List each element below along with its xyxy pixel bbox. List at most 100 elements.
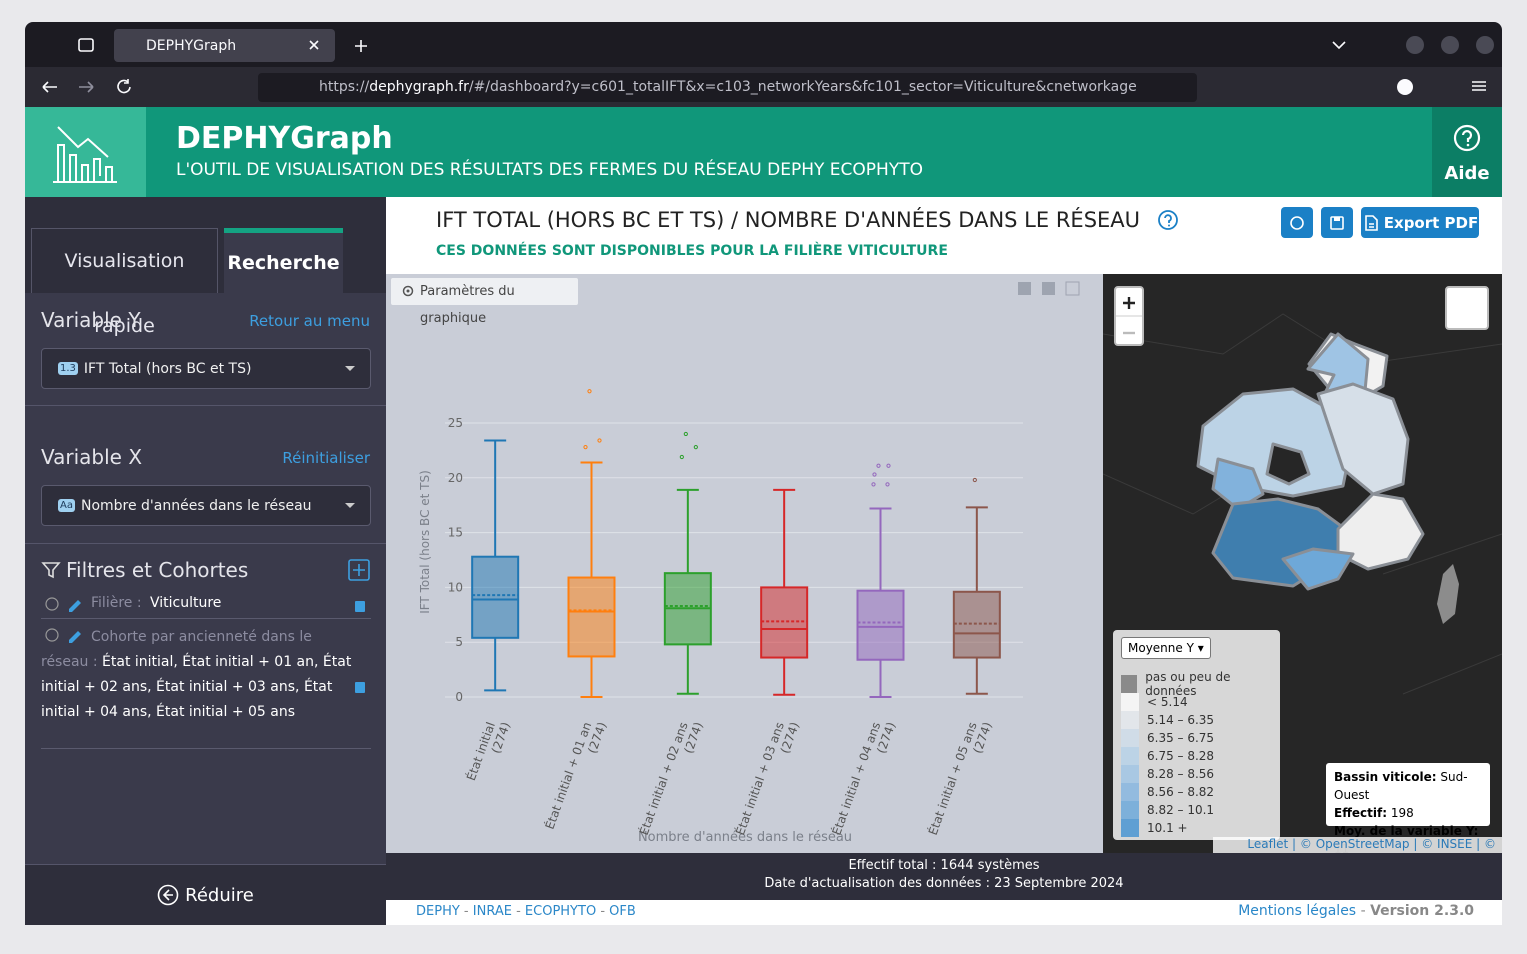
footer-link[interactable]: ECOPHYTO (524, 904, 597, 919)
legal-area: Mentions légales - Version 2.3.0 (1238, 903, 1474, 919)
map-zoom-in[interactable] (1123, 297, 1135, 309)
tab-menu[interactable] (1332, 41, 1346, 50)
legend-swatch (1121, 729, 1139, 747)
legend-swatch (1121, 711, 1139, 729)
title-help[interactable] (1157, 209, 1179, 231)
share-button[interactable] (1281, 207, 1313, 238)
zoom-in[interactable] (1018, 282, 1031, 295)
reset[interactable]: Réinitialiser (282, 449, 370, 467)
gear (402, 285, 414, 297)
legend-item: 8.28 – 8.56 (1121, 765, 1272, 783)
legend-swatch (1121, 693, 1139, 711)
y-tick-label: 10 (448, 580, 463, 594)
fullscreen[interactable] (1065, 281, 1080, 296)
sidebar: Visualisation rapide Recherche Variable … (25, 197, 386, 925)
reload[interactable] (117, 79, 131, 94)
app-title: DEPHYGraph (176, 121, 393, 156)
back[interactable] (42, 81, 57, 93)
zoom-out[interactable] (1042, 282, 1055, 295)
footer-link[interactable]: OFB (609, 904, 636, 919)
edit[interactable] (69, 600, 81, 612)
new-tab[interactable] (355, 40, 367, 52)
outlier (972, 477, 977, 483)
box (471, 555, 520, 639)
map-shapes (1103, 313, 1502, 695)
legend-label: 6.35 – 6.75 (1147, 731, 1215, 745)
footer-link[interactable]: DEPHY (416, 904, 460, 919)
logo-icon (53, 126, 117, 183)
variable-x-select[interactable]: Aa Nombre d'années dans le réseau (41, 485, 371, 526)
legend-label: 10.1 + (1147, 821, 1188, 835)
caret (345, 502, 355, 508)
tooltip-key: Effectif: (1334, 806, 1388, 820)
footer-link[interactable]: INRAE (472, 904, 512, 919)
y-tick-label: 25 (448, 416, 463, 430)
export-pdf[interactable]: Export PDF (1361, 207, 1479, 238)
map-tooltip: Bassin viticole: Sud-Ouest Effectif: 198 M… (1326, 763, 1490, 853)
filter-item[interactable]: Cohorte par ancienneté dans le réseau : … (41, 625, 371, 749)
tooltip-value: 198 (1390, 806, 1414, 820)
filter-value: Viticulture (150, 595, 222, 611)
filter-value: État initial, État initial + 01 an, État… (41, 654, 352, 720)
tooltip-key: Bassin viticole: (1334, 770, 1437, 784)
delete[interactable] (355, 682, 365, 693)
separator: - (600, 904, 606, 919)
back-to-menu[interactable]: Retour au menu (249, 312, 370, 330)
tab-list-icon[interactable] (78, 38, 94, 52)
legend-swatch (1121, 747, 1139, 765)
filter-item[interactable]: Filière : Viticulture (41, 595, 371, 619)
outlier (587, 389, 592, 394)
legend-item: 6.35 – 6.75 (1121, 729, 1272, 747)
menu[interactable] (1472, 81, 1486, 91)
tab-quick[interactable]: Visualisation rapide (31, 228, 218, 337)
map-selector-label: Moyenne Y (1128, 641, 1194, 655)
close-window[interactable] (1476, 36, 1494, 54)
map-layers[interactable] (1445, 286, 1489, 330)
legend-label: 8.28 – 8.56 (1147, 767, 1215, 781)
separator: - (463, 904, 469, 919)
map[interactable]: Moyenne Y ▾ pas ou peu de données < 5.14 5… (1103, 274, 1502, 853)
export-label: Export PDF (1383, 213, 1479, 232)
legend-item: 8.82 – 10.1 (1121, 801, 1272, 819)
outlier (885, 482, 890, 487)
browser-tab[interactable]: DEPHYGraph (114, 29, 335, 62)
y-tick-label: 5 (455, 635, 463, 649)
chart: Nombre d'années dans le réseau IFT Total… (418, 281, 1080, 845)
outlier (683, 431, 688, 437)
profile[interactable] (1397, 79, 1413, 95)
edit[interactable] (69, 631, 81, 643)
minimize[interactable] (1406, 36, 1424, 54)
add-filter[interactable] (348, 559, 370, 581)
filters-title: Filtres et Cohortes (66, 558, 249, 582)
collapse-button[interactable]: Réduire (25, 864, 386, 925)
filter-key: Cohorte par ancienneté dans le réseau : (41, 629, 312, 670)
map-variable-select[interactable]: Moyenne Y ▾ (1121, 637, 1211, 659)
stats-footer: Effectif total : 1644 systèmes Date d'ac… (386, 853, 1502, 900)
legend-item: < 5.14 (1121, 693, 1272, 711)
logo[interactable] (25, 107, 146, 197)
url-bar[interactable]: https://dephygraph.fr/#/dashboard?y=c601… (258, 73, 1197, 102)
outlier (583, 445, 588, 450)
legend-item: pas ou peu de données (1121, 670, 1272, 698)
save-button[interactable] (1321, 207, 1353, 238)
partner-links: DEPHY - INRAE - ECOPHYTO - OFB (416, 904, 636, 919)
delete[interactable] (355, 601, 365, 612)
corsica (1437, 564, 1459, 624)
help-label: Aide (1444, 163, 1490, 184)
chart-params[interactable]: Paramètres du graphique (391, 278, 578, 326)
chart-tools (1018, 281, 1080, 296)
legend-label: < 5.14 (1147, 695, 1188, 709)
legend-swatch (1121, 801, 1139, 819)
variable-y-select[interactable]: 1.3 IFT Total (hors BC et TS) (41, 348, 371, 389)
chart-title: IFT TOTAL (HORS BC ET TS) / NOMBRE D'ANN… (436, 208, 1141, 232)
legal-link[interactable]: Mentions légales (1238, 903, 1357, 919)
x-tick-label: État initial + 02 ans (636, 720, 691, 837)
maximize[interactable] (1441, 36, 1459, 54)
close-tab[interactable] (309, 40, 319, 50)
tab-search[interactable]: Recherche (224, 228, 343, 293)
caret (345, 365, 355, 371)
version: Version 2.3.0 (1370, 903, 1474, 919)
variable-y-value: IFT Total (hors BC et TS) (83, 360, 252, 377)
help-button[interactable]: Aide (1432, 107, 1502, 197)
x-tick-label: État initial + 04 ans (828, 720, 883, 837)
